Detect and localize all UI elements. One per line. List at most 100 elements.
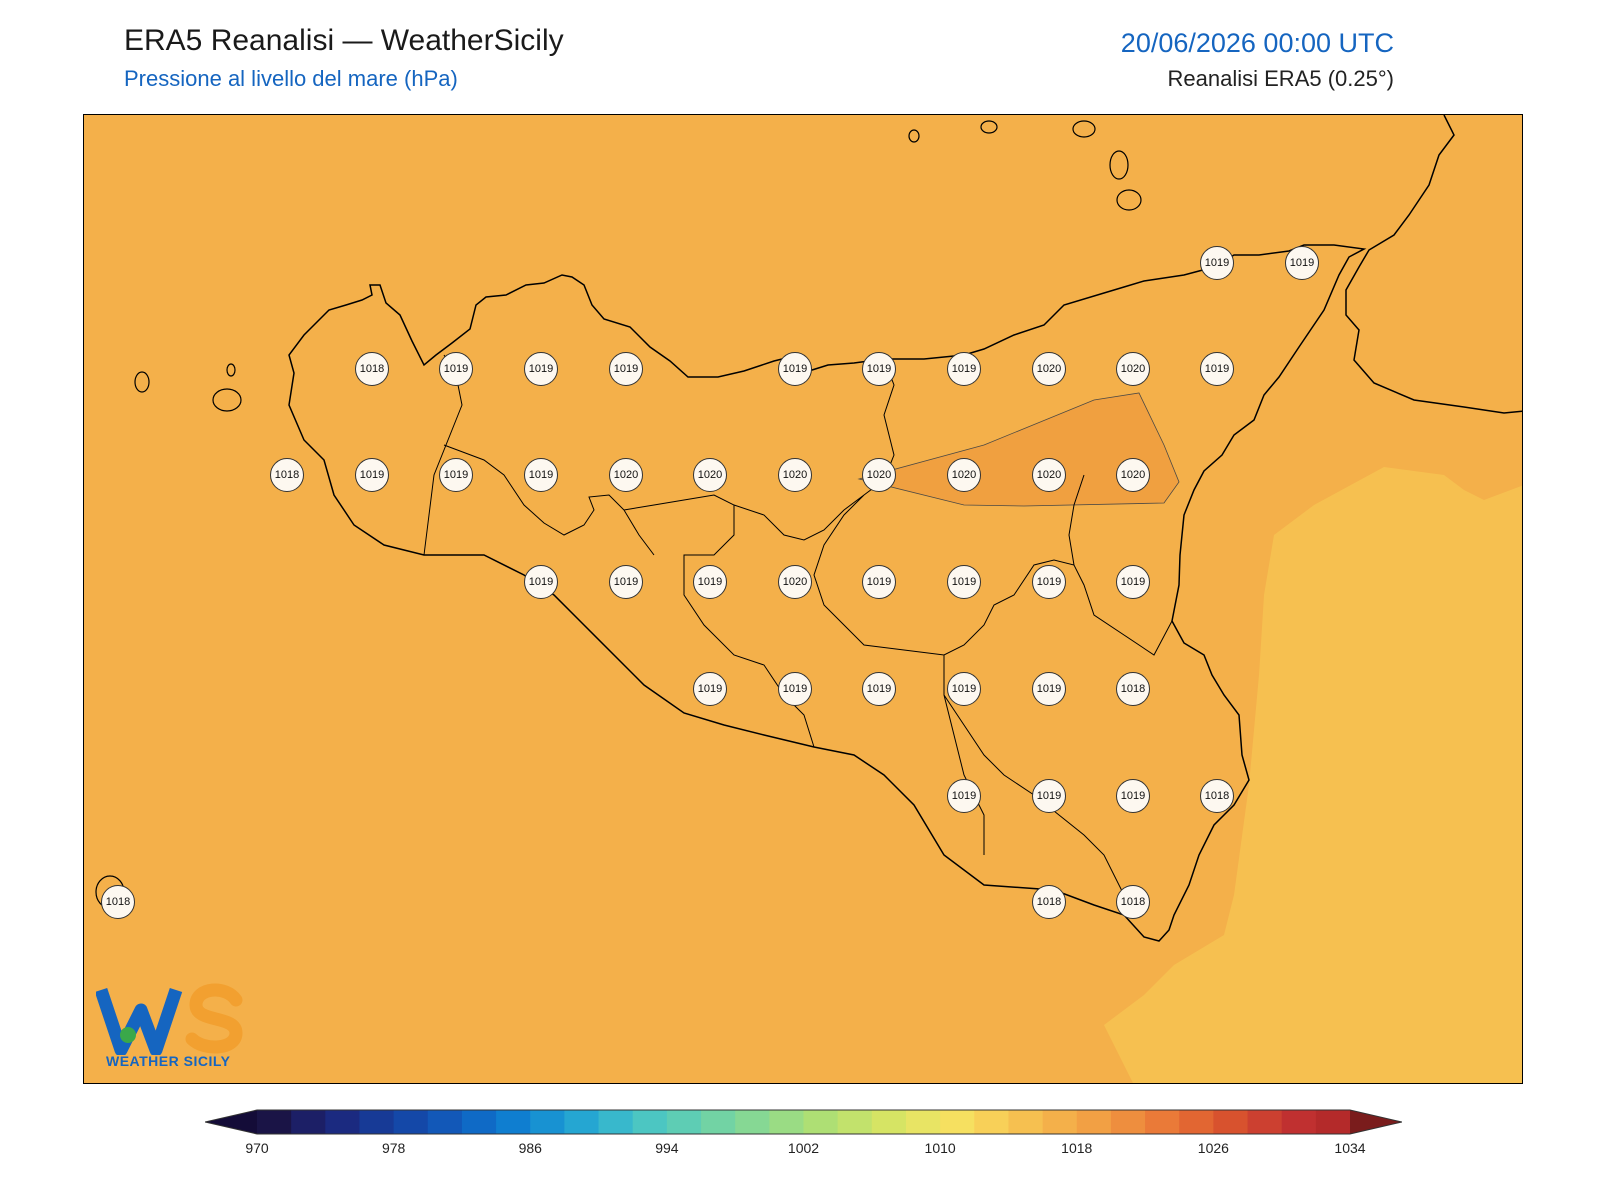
colorbar-segment xyxy=(461,1110,497,1134)
pressure-marker: 1020 xyxy=(1032,352,1066,386)
pressure-marker: 1019 xyxy=(439,352,473,386)
pressure-marker: 1019 xyxy=(947,779,981,813)
pressure-marker: 1020 xyxy=(947,458,981,492)
colorbar-tick-label: 986 xyxy=(518,1140,542,1156)
pressure-marker: 1018 xyxy=(101,885,135,919)
pressure-marker: 1019 xyxy=(524,565,558,599)
colorbar-segment xyxy=(1076,1110,1112,1134)
pressure-map: 1019 1019 1018 1019 1019 1019 1019 1019 1019 1020… xyxy=(83,114,1523,1084)
pressure-marker: 1019 xyxy=(778,672,812,706)
pressure-marker: 1018 xyxy=(355,352,389,386)
pressure-marker: 1019 xyxy=(862,565,896,599)
pressure-marker: 1019 xyxy=(862,352,896,386)
pressure-marker: 1019 xyxy=(1285,246,1319,280)
pressure-marker: 1019 xyxy=(862,672,896,706)
colorbar-frame xyxy=(205,1109,1402,1135)
pressure-marker: 1019 xyxy=(693,672,727,706)
pressure-marker: 1019 xyxy=(609,352,643,386)
map-title: ERA5 Reanalisi — WeatherSicily xyxy=(124,24,564,57)
colorbar-segment xyxy=(1213,1110,1249,1134)
colorbar-segment xyxy=(974,1110,1009,1134)
colorbar-segment xyxy=(564,1110,600,1134)
colorbar-segment xyxy=(496,1110,531,1134)
logo-text: WEATHER SICILY xyxy=(106,1053,231,1069)
colorbar-segment xyxy=(257,1110,292,1134)
logo-icon xyxy=(96,983,243,1055)
pressure-marker: 1019 xyxy=(1032,672,1066,706)
colorbar-segment xyxy=(291,1110,326,1134)
pressure-marker: 1020 xyxy=(778,565,812,599)
pressure-marker: 1020 xyxy=(1116,352,1150,386)
pressure-marker: 1020 xyxy=(693,458,727,492)
colorbar-segment xyxy=(701,1110,736,1134)
pressure-marker: 1019 xyxy=(1032,779,1066,813)
colorbar-segment xyxy=(1042,1110,1078,1134)
colorbar-tick-label: 994 xyxy=(655,1140,679,1156)
pressure-marker: 1019 xyxy=(524,458,558,492)
colorbar-segment xyxy=(427,1110,463,1134)
pressure-marker: 1020 xyxy=(1032,458,1066,492)
colorbar-segment xyxy=(393,1110,429,1134)
high-pressure-area xyxy=(857,392,1180,507)
pressure-marker: 1019 xyxy=(693,565,727,599)
pressure-marker: 1019 xyxy=(524,352,558,386)
pressure-marker: 1019 xyxy=(947,672,981,706)
colorbar-tick-label: 970 xyxy=(245,1140,269,1156)
colorbar-tick-label: 978 xyxy=(381,1140,406,1156)
colorbar-segment xyxy=(940,1110,975,1134)
colorbar-segment xyxy=(871,1110,907,1134)
pressure-marker: 1018 xyxy=(1116,885,1150,919)
colorbar-segment xyxy=(837,1110,873,1134)
map-canvas xyxy=(95,115,1522,1083)
pressure-marker: 1020 xyxy=(609,458,643,492)
pressure-marker: 1019 xyxy=(778,352,812,386)
colorbar-segment xyxy=(598,1110,634,1134)
colorbar-segment xyxy=(905,1110,941,1134)
colorbar-segment xyxy=(1145,1110,1180,1134)
colorbar-tick-label: 1010 xyxy=(924,1140,956,1156)
colorbar-segment xyxy=(1281,1110,1317,1134)
colorbar-max-arrow xyxy=(1350,1110,1402,1134)
weathersicily-logo: WEATHER SICILY xyxy=(96,975,256,1075)
colorbar-segment xyxy=(1008,1110,1044,1134)
colorbar-segment xyxy=(632,1110,668,1134)
colorbar-segment xyxy=(769,1110,804,1134)
pressure-marker: 1020 xyxy=(1116,458,1150,492)
colorbar-segment xyxy=(803,1110,839,1134)
pressure-marker: 1018 xyxy=(1200,779,1234,813)
pressure-marker: 1019 xyxy=(355,458,389,492)
colorbar-tick-label: 1018 xyxy=(1061,1140,1093,1156)
pressure-marker: 1019 xyxy=(947,565,981,599)
colorbar-tick-label: 1002 xyxy=(787,1140,820,1156)
pressure-colorbar xyxy=(205,1109,1402,1135)
data-source: Reanalisi ERA5 (0.25°) xyxy=(1167,66,1394,91)
pressure-marker: 1018 xyxy=(270,458,304,492)
valid-datetime: 20/06/2026 00:00 UTC xyxy=(1120,28,1394,58)
colorbar-segment xyxy=(666,1110,702,1134)
colorbar-segment xyxy=(1179,1110,1214,1134)
colorbar-segment xyxy=(735,1110,770,1134)
pressure-marker: 1018 xyxy=(1032,885,1066,919)
colorbar-segment xyxy=(1110,1110,1146,1134)
sicily-coastline xyxy=(288,244,1367,942)
pressure-marker: 1019 xyxy=(1032,565,1066,599)
pressure-marker: 1019 xyxy=(609,565,643,599)
east-pressure-field xyxy=(1104,467,1522,1083)
pressure-marker: 1018 xyxy=(1116,672,1150,706)
colorbar-segment xyxy=(1247,1110,1283,1134)
colorbar-min-arrow xyxy=(205,1110,257,1134)
islands xyxy=(95,120,1142,909)
province-borders xyxy=(423,354,1173,896)
pressure-marker: 1019 xyxy=(1200,352,1234,386)
colorbar-segment xyxy=(1315,1110,1351,1134)
map-subtitle: Pressione al livello del mare (hPa) xyxy=(124,66,458,91)
pressure-marker: 1019 xyxy=(1116,565,1150,599)
pressure-marker: 1019 xyxy=(439,458,473,492)
pressure-marker: 1019 xyxy=(1116,779,1150,813)
colorbar-segment xyxy=(325,1110,360,1134)
calabria-coastline xyxy=(1345,115,1522,414)
pressure-marker: 1020 xyxy=(778,458,812,492)
colorbar-segment xyxy=(359,1110,395,1134)
colorbar-segment xyxy=(530,1110,565,1134)
pressure-marker: 1019 xyxy=(947,352,981,386)
